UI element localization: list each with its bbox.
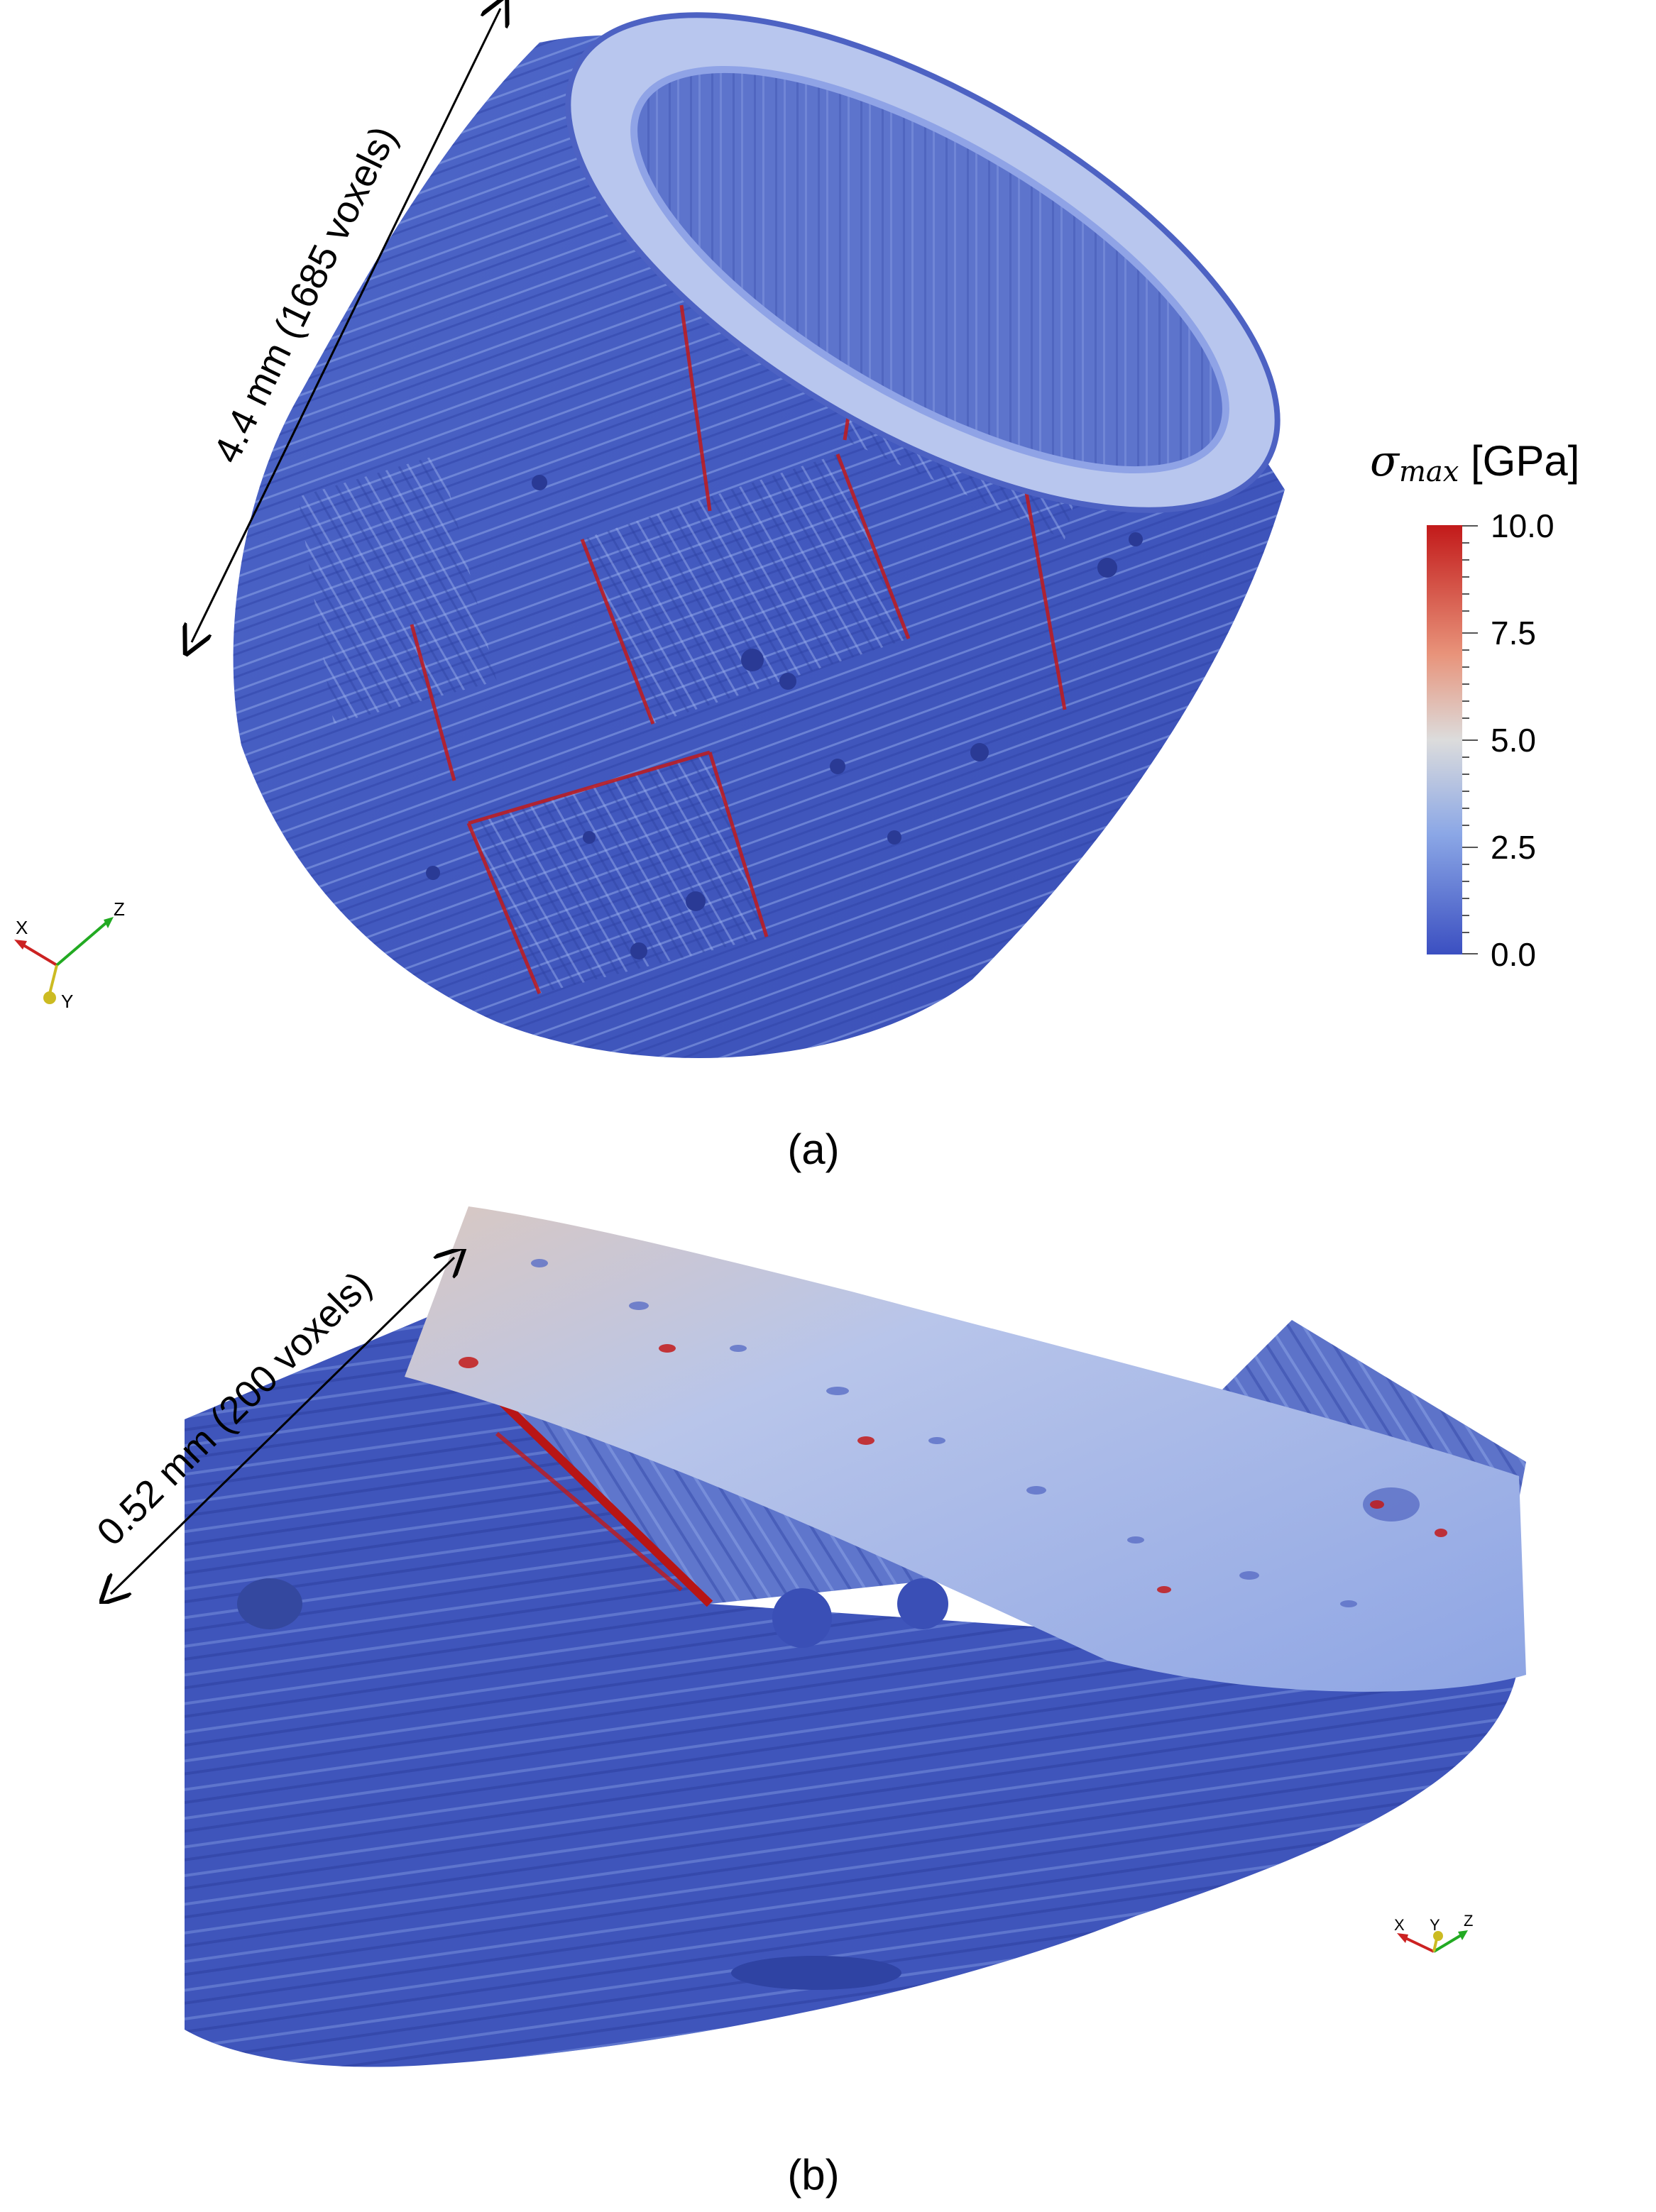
axes-triad-b: X Y Z [1394,1912,1473,1953]
axes-triad-a: X Z Y [14,898,125,1012]
axis-y-label: Y [1430,1916,1440,1934]
colorbar-gradient [1427,525,1462,954]
colorbar-symbol: σ [1370,436,1399,486]
axis-z-label: Z [114,898,125,920]
colorbar-subscript: max [1398,456,1459,488]
dimension-arrow-a [177,0,518,667]
colorbar-tick-label: 5.0 [1491,722,1536,759]
colorbar-unit: [GPa] [1470,437,1580,485]
axis-y-label: Y [61,991,73,1012]
colorbar-tick-label: 7.5 [1491,615,1536,651]
axis-x-label: X [16,917,28,938]
axis-z-label: Z [1464,1912,1473,1930]
panel-a-label: (a) [787,1126,840,1173]
colorbar-tick-label: 10.0 [1491,507,1554,544]
colorbar-title: σmax [GPa] [1370,436,1579,488]
axis-x-label: X [1394,1916,1405,1934]
panel-b-label: (b) [787,2151,840,2199]
panel-b-render [185,1206,1526,2067]
colorbar-tick-label: 0.0 [1491,936,1536,973]
dimension-arrow-b [99,1249,468,1604]
colorbar-minor-ticks [1462,525,1478,954]
colorbar-tick-label: 2.5 [1491,829,1536,866]
